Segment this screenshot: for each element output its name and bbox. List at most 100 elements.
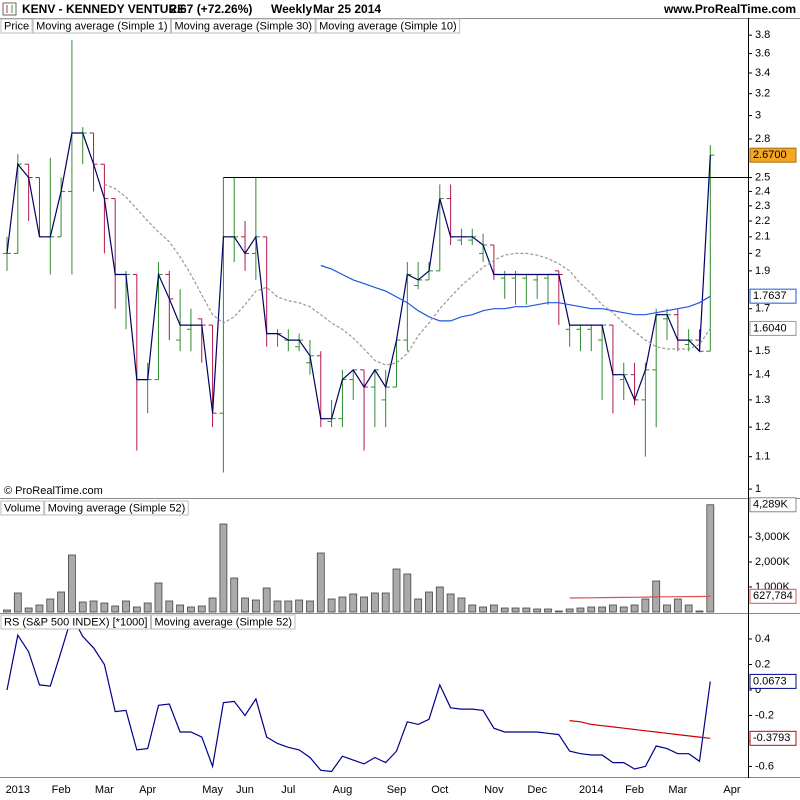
volume-bar [544, 608, 552, 613]
last-value-box [749, 497, 797, 513]
series-line [320, 264, 711, 322]
y-tick-label: 1.7 [755, 303, 770, 315]
last-value-label: 1.6040 [753, 322, 787, 334]
volume-bar [273, 600, 282, 613]
x-tick-label: 2013 [6, 784, 30, 796]
volume-bar [641, 598, 650, 613]
x-tick-label: 2014 [579, 784, 603, 796]
y-tick-label: 2.2 [755, 215, 770, 227]
volume-bar [425, 591, 433, 613]
legend-box [0, 500, 45, 516]
volume-bar [479, 606, 487, 613]
y-tick-label: 2.5 [755, 171, 770, 183]
volume-bar [35, 604, 44, 613]
legend-box [32, 18, 172, 34]
legend-box [171, 18, 316, 34]
y-tick-label: 1.5 [755, 345, 770, 357]
volume-bar [68, 554, 76, 613]
y-tick-label: -0.2 [755, 709, 774, 721]
y-tick-label: 2,000K [755, 556, 791, 568]
last-value-label: 1.7637 [753, 290, 787, 302]
y-tick-label: 3.6 [755, 47, 770, 59]
volume-bar [251, 599, 260, 613]
legend-box [150, 614, 296, 630]
volume-bar [695, 610, 704, 613]
copyright: © ProRealTime.com [4, 485, 103, 497]
legend-label: Price [4, 20, 29, 32]
icon-frame [2, 2, 17, 16]
volume-bar [122, 600, 130, 613]
legend-box [0, 614, 151, 630]
volume-bar [522, 607, 531, 613]
volume-bar [284, 600, 293, 613]
last-value-label: -0.3793 [753, 732, 790, 744]
y-tick-label: 3 [755, 109, 761, 121]
x-tick-label: Apr [139, 784, 156, 796]
volume-bar [187, 606, 195, 613]
volume-bar [111, 605, 120, 613]
x-tick-label: Apr [723, 784, 740, 796]
volume-bar [381, 592, 390, 613]
last-value-box [749, 147, 797, 163]
volume-bar [219, 523, 228, 613]
volume-bar [619, 606, 628, 613]
y-tick-label: 3,000K [755, 531, 791, 543]
volume-bar [457, 597, 466, 613]
y-tick-label: 1 [755, 483, 761, 495]
volume-bar [511, 607, 520, 613]
volume-bar [78, 601, 87, 613]
legend-label: Moving average (Simple 52) [154, 616, 292, 628]
legend-box [44, 500, 189, 516]
last-value-box [749, 588, 797, 604]
legend-label: Moving average (Simple 52) [48, 502, 186, 514]
series-line [104, 183, 711, 366]
volume-bar [468, 604, 477, 613]
legend-box [315, 18, 461, 34]
volume-bar [706, 504, 715, 613]
volume-bar [13, 592, 22, 613]
y-tick-label: 1.9 [755, 265, 770, 277]
volume-bar [132, 606, 141, 613]
volume-bar [295, 599, 304, 613]
volume-bar [197, 605, 206, 613]
volume-bar [241, 597, 249, 613]
volume-bar [565, 608, 574, 613]
series-line [569, 595, 711, 599]
volume-bar [587, 606, 596, 613]
legend-label: Moving average (Simple 30) [175, 20, 313, 32]
y-tick-label: 1.4 [755, 369, 770, 381]
volume-bar [176, 604, 185, 613]
y-tick-label: 0 [755, 684, 761, 696]
last-value-label: 2.6700 [753, 149, 787, 161]
x-tick-label: Jun [236, 784, 254, 796]
y-tick-label: -0.6 [755, 760, 774, 772]
y-tick-label: 1.3 [755, 394, 770, 406]
volume-bar [338, 596, 347, 613]
logo-icon [2, 2, 17, 16]
volume-bar [3, 609, 11, 613]
y-tick-label: 3.4 [755, 67, 770, 79]
y-tick-label: 2.1 [755, 231, 770, 243]
volume-bar [360, 596, 368, 613]
legend-label: RS (S&P 500 INDEX) [*1000] [4, 616, 147, 628]
y-tick-label: 2.4 [755, 185, 770, 197]
volume-bar [392, 568, 401, 613]
volume-bar [165, 600, 174, 613]
volume-bar [46, 598, 55, 613]
volume-bar [533, 608, 542, 613]
symbol: KENV - KENNEDY VENTURE [22, 2, 185, 16]
volume-bar [684, 604, 693, 613]
x-tick-label: Feb [52, 784, 71, 796]
volume-bar [630, 604, 639, 613]
volume-bar [24, 607, 33, 613]
volume-bar [230, 577, 239, 613]
y-tick-label: 3.8 [755, 29, 770, 41]
x-tick-label: Jul [281, 784, 295, 796]
volume-bar [100, 602, 109, 613]
volume-bar [403, 573, 412, 613]
volume-bar [446, 593, 455, 613]
volume-bar [89, 600, 98, 613]
y-tick-label: 2.3 [755, 200, 770, 212]
volume-bar [576, 607, 585, 613]
